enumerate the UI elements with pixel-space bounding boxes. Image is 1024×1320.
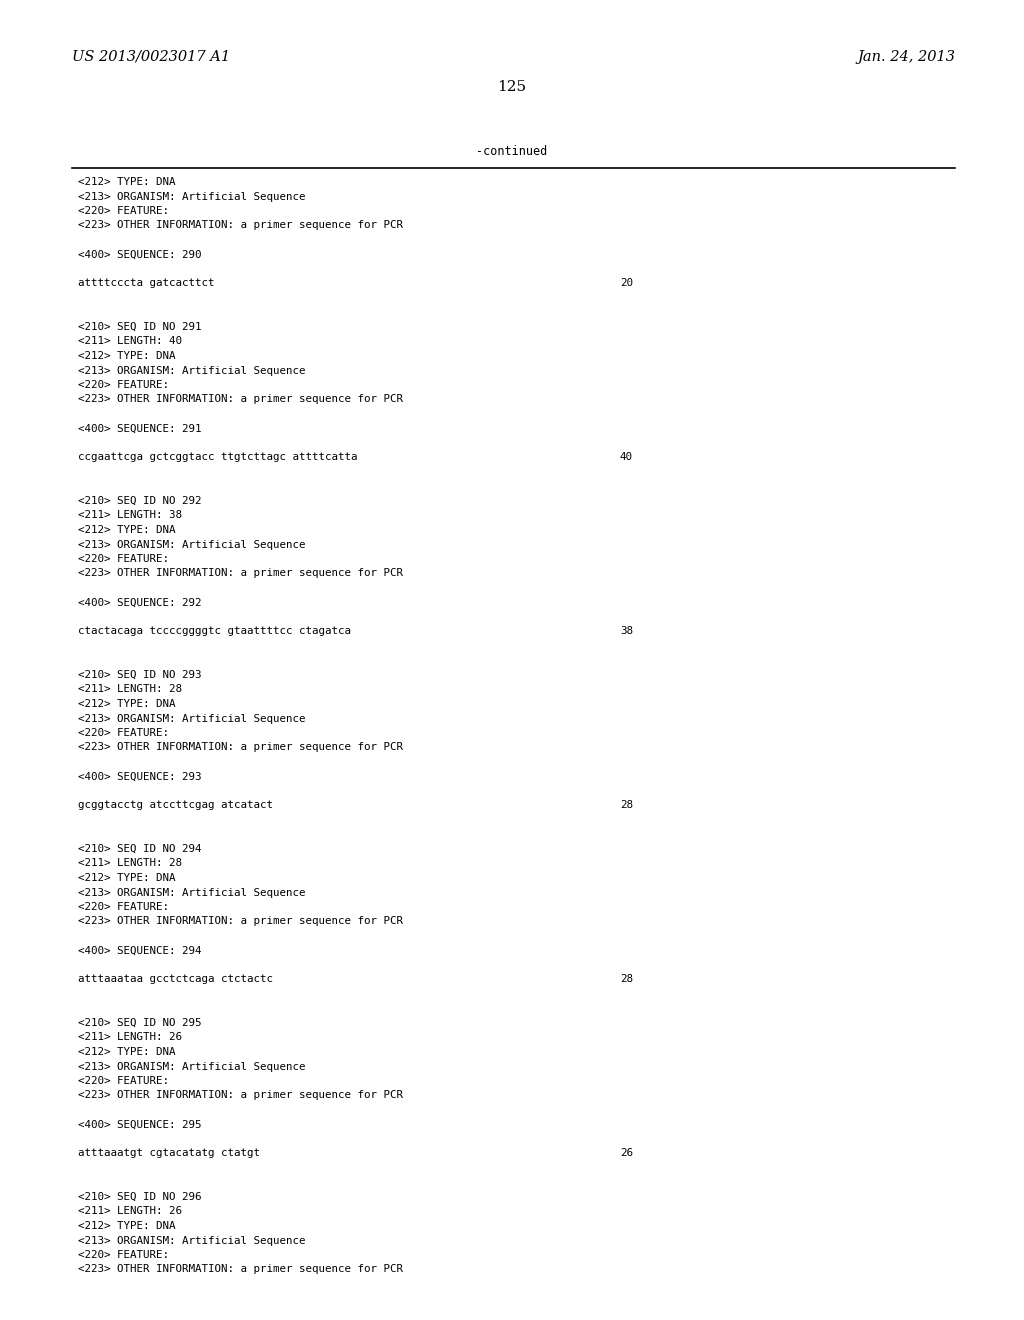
Text: <211> LENGTH: 28: <211> LENGTH: 28 [78, 858, 182, 869]
Text: <223> OTHER INFORMATION: a primer sequence for PCR: <223> OTHER INFORMATION: a primer sequen… [78, 916, 403, 927]
Text: <220> FEATURE:: <220> FEATURE: [78, 206, 169, 216]
Text: <400> SEQUENCE: 290: <400> SEQUENCE: 290 [78, 249, 202, 260]
Text: US 2013/0023017 A1: US 2013/0023017 A1 [72, 50, 230, 63]
Text: ctactacaga tccccggggtc gtaattttcc ctagatca: ctactacaga tccccggggtc gtaattttcc ctagat… [78, 627, 351, 636]
Text: <211> LENGTH: 26: <211> LENGTH: 26 [78, 1032, 182, 1043]
Text: <223> OTHER INFORMATION: a primer sequence for PCR: <223> OTHER INFORMATION: a primer sequen… [78, 1090, 403, 1101]
Text: <210> SEQ ID NO 292: <210> SEQ ID NO 292 [78, 496, 202, 506]
Text: <213> ORGANISM: Artificial Sequence: <213> ORGANISM: Artificial Sequence [78, 540, 305, 549]
Text: <223> OTHER INFORMATION: a primer sequence for PCR: <223> OTHER INFORMATION: a primer sequen… [78, 569, 403, 578]
Text: <210> SEQ ID NO 291: <210> SEQ ID NO 291 [78, 322, 202, 333]
Text: Jan. 24, 2013: Jan. 24, 2013 [857, 50, 955, 63]
Text: <212> TYPE: DNA: <212> TYPE: DNA [78, 873, 175, 883]
Text: <220> FEATURE:: <220> FEATURE: [78, 380, 169, 389]
Text: <220> FEATURE:: <220> FEATURE: [78, 554, 169, 564]
Text: <212> TYPE: DNA: <212> TYPE: DNA [78, 1047, 175, 1057]
Text: 40: 40 [620, 453, 633, 462]
Text: <400> SEQUENCE: 292: <400> SEQUENCE: 292 [78, 598, 202, 607]
Text: <213> ORGANISM: Artificial Sequence: <213> ORGANISM: Artificial Sequence [78, 1236, 305, 1246]
Text: <210> SEQ ID NO 296: <210> SEQ ID NO 296 [78, 1192, 202, 1203]
Text: -continued: -continued [476, 145, 548, 158]
Text: <400> SEQUENCE: 295: <400> SEQUENCE: 295 [78, 1119, 202, 1130]
Text: ccgaattcga gctcggtacc ttgtcttagc attttcatta: ccgaattcga gctcggtacc ttgtcttagc attttca… [78, 453, 357, 462]
Text: 28: 28 [620, 800, 633, 810]
Text: <212> TYPE: DNA: <212> TYPE: DNA [78, 1221, 175, 1232]
Text: gcggtacctg atccttcgag atcatact: gcggtacctg atccttcgag atcatact [78, 800, 273, 810]
Text: <211> LENGTH: 26: <211> LENGTH: 26 [78, 1206, 182, 1217]
Text: <210> SEQ ID NO 293: <210> SEQ ID NO 293 [78, 671, 202, 680]
Text: <223> OTHER INFORMATION: a primer sequence for PCR: <223> OTHER INFORMATION: a primer sequen… [78, 220, 403, 231]
Text: atttaaatgt cgtacatatg ctatgt: atttaaatgt cgtacatatg ctatgt [78, 1148, 260, 1159]
Text: <213> ORGANISM: Artificial Sequence: <213> ORGANISM: Artificial Sequence [78, 887, 305, 898]
Text: <220> FEATURE:: <220> FEATURE: [78, 729, 169, 738]
Text: <223> OTHER INFORMATION: a primer sequence for PCR: <223> OTHER INFORMATION: a primer sequen… [78, 742, 403, 752]
Text: 28: 28 [620, 974, 633, 985]
Text: <212> TYPE: DNA: <212> TYPE: DNA [78, 351, 175, 360]
Text: <220> FEATURE:: <220> FEATURE: [78, 1076, 169, 1086]
Text: <212> TYPE: DNA: <212> TYPE: DNA [78, 700, 175, 709]
Text: attttcccta gatcacttct: attttcccta gatcacttct [78, 279, 214, 289]
Text: <210> SEQ ID NO 294: <210> SEQ ID NO 294 [78, 843, 202, 854]
Text: <223> OTHER INFORMATION: a primer sequence for PCR: <223> OTHER INFORMATION: a primer sequen… [78, 1265, 403, 1275]
Text: <213> ORGANISM: Artificial Sequence: <213> ORGANISM: Artificial Sequence [78, 714, 305, 723]
Text: <400> SEQUENCE: 291: <400> SEQUENCE: 291 [78, 424, 202, 433]
Text: 26: 26 [620, 1148, 633, 1159]
Text: 38: 38 [620, 627, 633, 636]
Text: <211> LENGTH: 38: <211> LENGTH: 38 [78, 511, 182, 520]
Text: <400> SEQUENCE: 294: <400> SEQUENCE: 294 [78, 945, 202, 956]
Text: <212> TYPE: DNA: <212> TYPE: DNA [78, 177, 175, 187]
Text: 125: 125 [498, 81, 526, 94]
Text: <213> ORGANISM: Artificial Sequence: <213> ORGANISM: Artificial Sequence [78, 366, 305, 375]
Text: <211> LENGTH: 28: <211> LENGTH: 28 [78, 685, 182, 694]
Text: <211> LENGTH: 40: <211> LENGTH: 40 [78, 337, 182, 346]
Text: <400> SEQUENCE: 293: <400> SEQUENCE: 293 [78, 771, 202, 781]
Text: <213> ORGANISM: Artificial Sequence: <213> ORGANISM: Artificial Sequence [78, 1061, 305, 1072]
Text: <210> SEQ ID NO 295: <210> SEQ ID NO 295 [78, 1018, 202, 1028]
Text: 20: 20 [620, 279, 633, 289]
Text: atttaaataa gcctctcaga ctctactc: atttaaataa gcctctcaga ctctactc [78, 974, 273, 985]
Text: <212> TYPE: DNA: <212> TYPE: DNA [78, 525, 175, 535]
Text: <220> FEATURE:: <220> FEATURE: [78, 902, 169, 912]
Text: <213> ORGANISM: Artificial Sequence: <213> ORGANISM: Artificial Sequence [78, 191, 305, 202]
Text: <220> FEATURE:: <220> FEATURE: [78, 1250, 169, 1261]
Text: <223> OTHER INFORMATION: a primer sequence for PCR: <223> OTHER INFORMATION: a primer sequen… [78, 395, 403, 404]
